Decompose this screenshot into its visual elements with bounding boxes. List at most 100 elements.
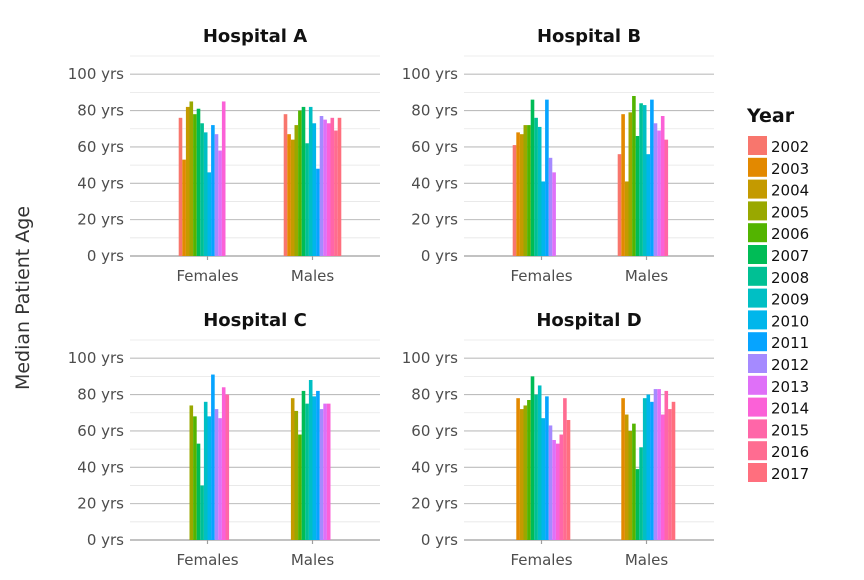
bar-males-2013 — [657, 130, 661, 256]
bar-males-2011 — [316, 390, 320, 540]
bar-females-2011 — [211, 374, 215, 540]
bar-males-2005 — [294, 410, 299, 540]
legend-key-2016 — [748, 441, 767, 461]
y-tick-label: 100 yrs — [402, 65, 458, 83]
legend-label: 2013 — [771, 378, 809, 396]
y-tick-label: 60 yrs — [77, 422, 124, 440]
bar-males-2008 — [305, 143, 309, 256]
bar-males-2007 — [301, 106, 306, 256]
legend-key-2005 — [748, 201, 767, 221]
bar-females-2014 — [221, 387, 226, 540]
bar-males-2009 — [308, 106, 313, 256]
bar-females-2009 — [537, 126, 542, 256]
bar-males-2004 — [290, 398, 295, 540]
y-tick-label: 80 yrs — [77, 102, 124, 120]
bar-males-2011 — [650, 99, 654, 257]
y-axis-title: Median Patient Age — [12, 206, 34, 390]
bar-females-2003 — [516, 132, 520, 256]
legend-key-2010 — [748, 310, 767, 330]
bar-males-2011 — [316, 168, 320, 256]
bar-females-2014 — [555, 443, 560, 540]
bar-males-2012 — [319, 116, 324, 256]
x-tick-label: Females — [510, 551, 572, 569]
y-tick-label: 40 yrs — [77, 174, 124, 192]
bar-females-2013 — [218, 418, 222, 540]
bar-males-2011 — [650, 401, 654, 540]
legend-key-2009 — [748, 288, 767, 308]
bar-males-2005 — [628, 112, 633, 256]
legend-label: 2003 — [771, 160, 809, 178]
bar-females-2011 — [545, 396, 549, 540]
bar-females-2013 — [552, 440, 556, 540]
bar-males-2014 — [660, 116, 665, 256]
y-tick-label: 60 yrs — [411, 422, 458, 440]
bar-males-2005 — [294, 125, 299, 256]
bar-males-2016 — [668, 409, 672, 540]
bar-males-2013 — [323, 403, 327, 540]
y-tick-label: 20 yrs — [411, 211, 458, 229]
legend-key-2014 — [748, 397, 767, 417]
legend-label: 2006 — [771, 225, 809, 243]
y-tick-label: 20 yrs — [77, 495, 124, 513]
bar-males-2002 — [283, 114, 288, 256]
bar-males-2012 — [653, 123, 658, 256]
bar-females-2013 — [218, 150, 222, 256]
bar-males-2017 — [337, 117, 342, 257]
legend-label: 2002 — [771, 138, 809, 156]
legend-key-2002 — [748, 136, 767, 155]
bar-females-2002 — [178, 117, 183, 257]
y-tick-label: 20 yrs — [77, 211, 124, 229]
bar-females-2016 — [563, 398, 567, 540]
y-tick-label: 40 yrs — [77, 458, 124, 476]
legend-label: 2017 — [771, 465, 809, 483]
bar-males-2008 — [305, 403, 309, 540]
bar-males-2007 — [635, 469, 640, 540]
bar-females-2015 — [559, 434, 564, 540]
bar-females-2007 — [530, 99, 535, 257]
legend-label: 2016 — [771, 443, 809, 461]
bar-females-2012 — [548, 157, 553, 256]
x-tick-label: Females — [176, 267, 238, 285]
bar-females-2005 — [523, 405, 528, 540]
panel-title: Hospital C — [203, 310, 307, 331]
bar-females-2006 — [193, 416, 197, 540]
legend-key-2006 — [748, 223, 767, 243]
bar-males-2003 — [621, 398, 625, 540]
legend-label: 2005 — [771, 203, 809, 221]
bar-females-2004 — [185, 106, 190, 256]
bar-males-2015 — [664, 139, 669, 256]
y-tick-label: 20 yrs — [411, 495, 458, 513]
x-tick-label: Males — [291, 551, 335, 569]
bar-males-2006 — [632, 96, 636, 256]
bar-females-2006 — [193, 114, 197, 256]
bar-females-2002 — [512, 145, 517, 256]
bar-males-2014 — [326, 123, 331, 256]
y-tick-label: 100 yrs — [402, 349, 458, 367]
x-tick-label: Males — [625, 267, 669, 285]
bar-females-2008 — [200, 485, 204, 540]
bar-males-2017 — [671, 401, 676, 540]
bar-males-2004 — [624, 181, 629, 256]
bar-females-2008 — [534, 117, 538, 257]
bar-males-2007 — [635, 136, 640, 256]
panel-title: Hospital B — [537, 26, 641, 47]
x-tick-label: Females — [176, 551, 238, 569]
y-tick-label: 80 yrs — [411, 102, 458, 120]
bar-males-2008 — [639, 447, 643, 540]
legend-title: Year — [746, 105, 795, 127]
legend-label: 2011 — [771, 334, 809, 352]
x-tick-label: Females — [510, 267, 572, 285]
bar-males-2014 — [326, 403, 331, 540]
bar-females-2010 — [541, 418, 546, 540]
bar-females-2006 — [527, 125, 531, 256]
bar-females-2015 — [225, 394, 230, 540]
bar-males-2015 — [664, 390, 669, 540]
bar-males-2004 — [290, 139, 295, 256]
bar-females-2012 — [214, 409, 219, 540]
y-tick-label: 80 yrs — [77, 386, 124, 404]
legend-label: 2012 — [771, 356, 809, 374]
bar-females-2011 — [211, 125, 215, 256]
legend-key-2011 — [748, 332, 767, 352]
legend-key-2012 — [748, 354, 767, 373]
y-tick-label: 60 yrs — [411, 138, 458, 156]
